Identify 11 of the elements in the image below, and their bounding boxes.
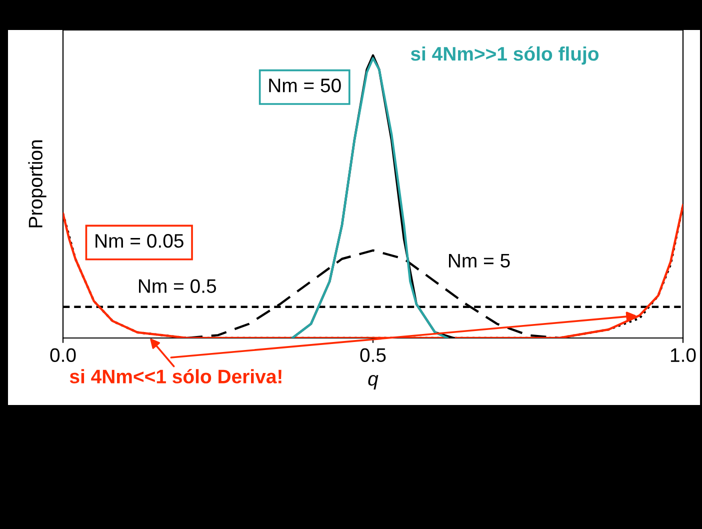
annotation: si 4Nm>>1 sólo flujo bbox=[410, 46, 599, 65]
x-tick-label: 1.0 bbox=[670, 348, 696, 362]
series-label: Nm = 0.5 bbox=[138, 279, 216, 293]
series-label: Nm = 50 bbox=[269, 78, 341, 92]
y-axis-title: Proportion bbox=[28, 140, 46, 228]
x-tick-label: 0.5 bbox=[360, 348, 386, 362]
annotation: si 4Nm<<1 sólo Deriva! bbox=[70, 368, 282, 384]
series-label: Nm = 5 bbox=[448, 254, 510, 268]
x-tick-label: 0.0 bbox=[50, 348, 76, 362]
series-label: Nm = 0.05 bbox=[96, 234, 184, 248]
x-axis-title: q bbox=[368, 375, 378, 390]
